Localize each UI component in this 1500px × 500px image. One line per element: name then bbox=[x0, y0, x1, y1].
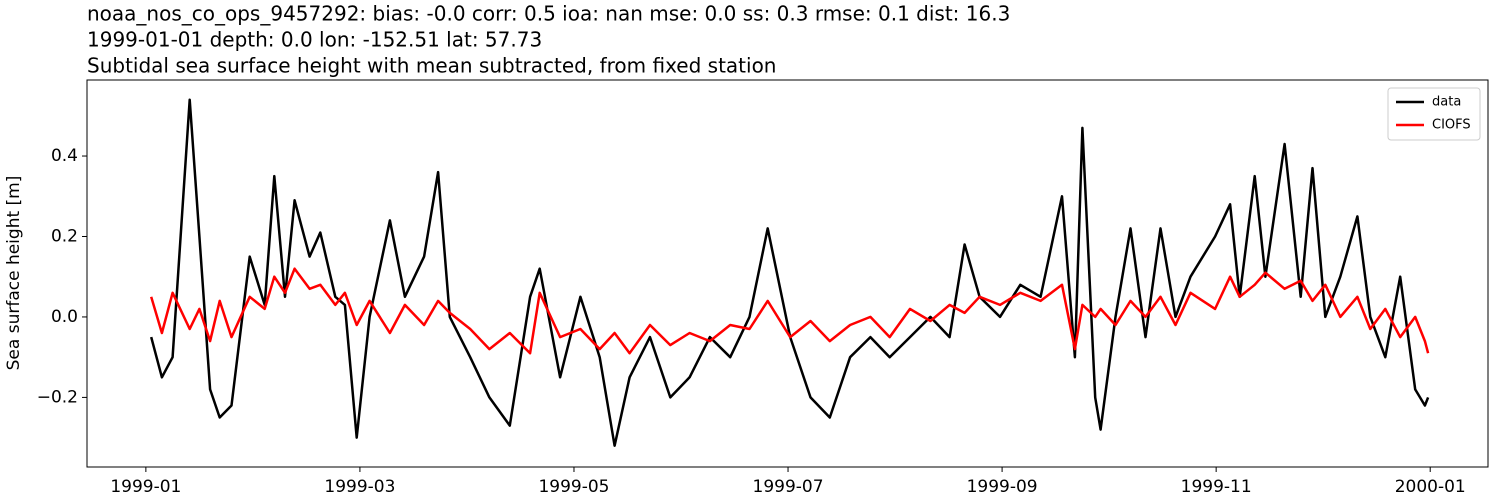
x-tick-label: 1999-05 bbox=[538, 477, 609, 497]
x-tick-label: 1999-01 bbox=[110, 477, 181, 497]
legend-label: CIOFS bbox=[1432, 118, 1471, 133]
plot-frame bbox=[86, 79, 1489, 468]
y-tick-label: 0.0 bbox=[51, 307, 78, 327]
legend-label: data bbox=[1432, 95, 1461, 110]
chart-subtitle: Subtidal sea surface height with mean su… bbox=[87, 54, 776, 78]
chart-subtitle: 1999-01-01 depth: 0.0 lon: -152.51 lat: … bbox=[87, 28, 542, 52]
series-line bbox=[149, 98, 1430, 447]
y-tick-label: 0.4 bbox=[51, 146, 78, 166]
y-axis-label: Sea surface height [m] bbox=[4, 176, 24, 371]
y-tick-label: 0.2 bbox=[51, 226, 78, 246]
y-tick-label: −0.2 bbox=[37, 387, 78, 407]
x-tick-label: 1999-09 bbox=[967, 477, 1038, 497]
x-tick-label: 1999-07 bbox=[753, 477, 824, 497]
x-tick-label: 1999-03 bbox=[324, 477, 395, 497]
x-tick-label: 2000-01 bbox=[1395, 477, 1466, 497]
series-line bbox=[150, 267, 1430, 355]
chart-title: noaa_nos_co_ops_9457292: bias: -0.0 corr… bbox=[87, 2, 1010, 26]
x-tick-label: 1999-11 bbox=[1181, 477, 1252, 497]
